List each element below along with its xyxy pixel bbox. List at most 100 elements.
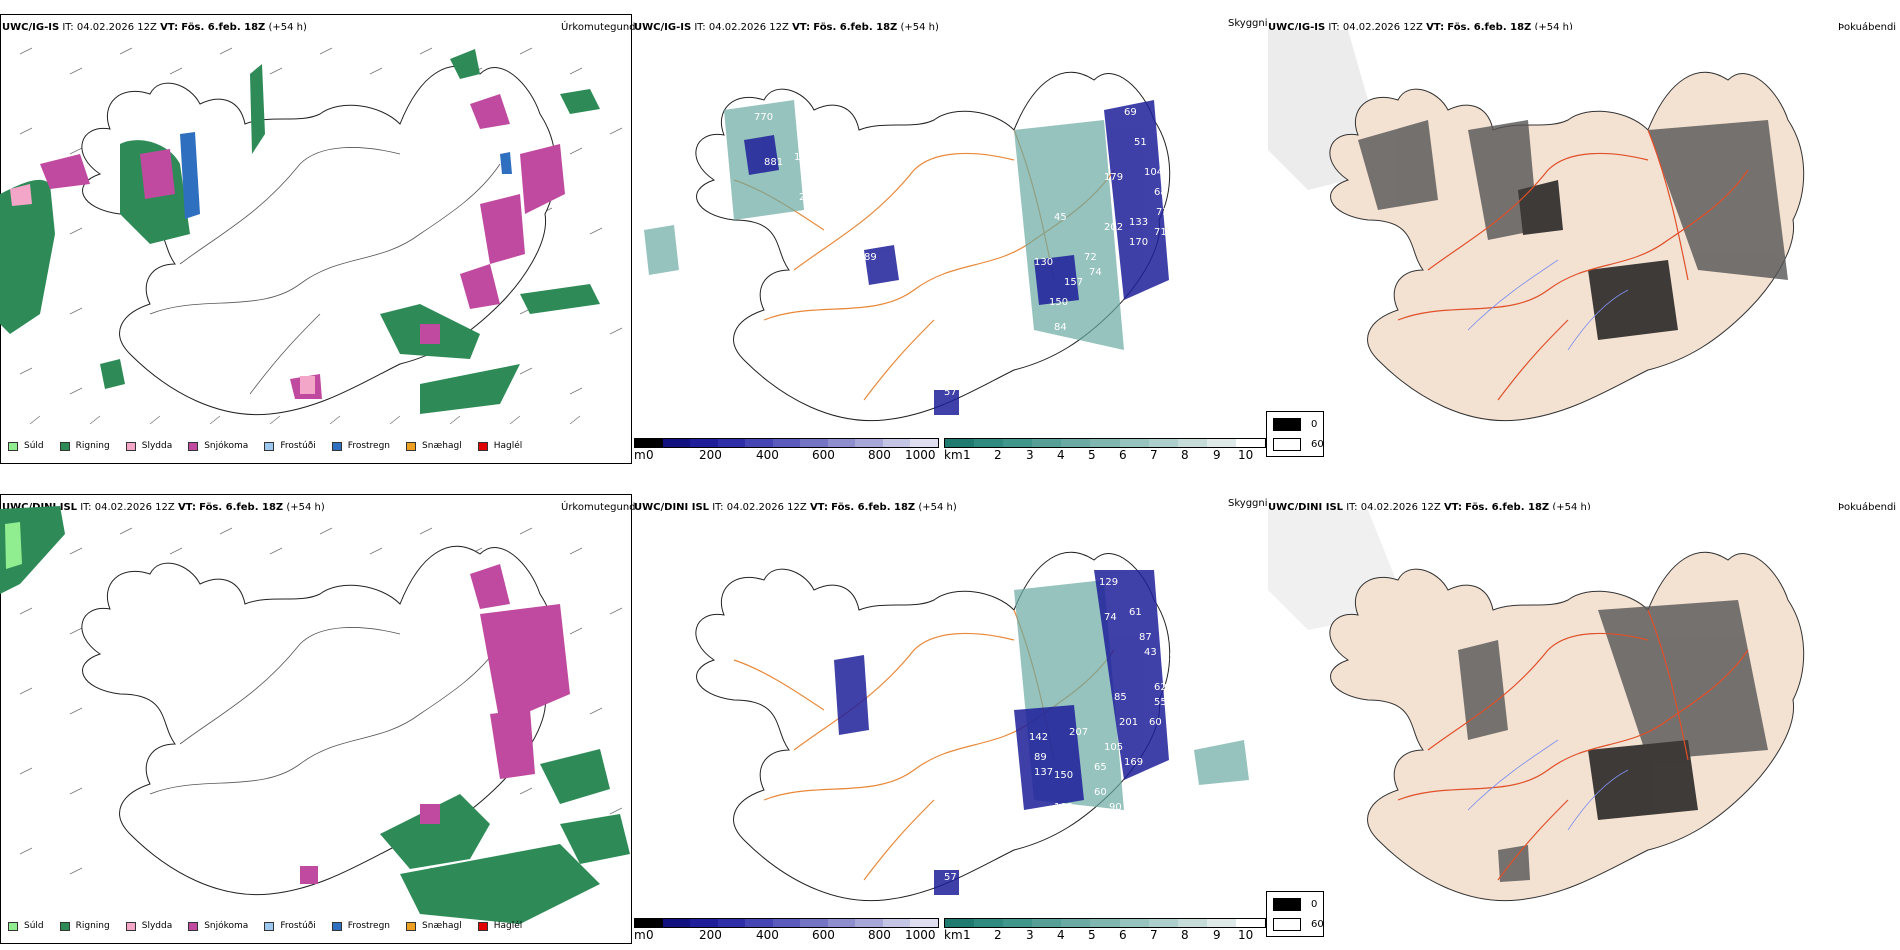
legend-item-frostudi: Frostúði <box>264 921 316 931</box>
fog-map-type-label: Þokuábendi <box>1838 22 1897 33</box>
visibility-colorbar <box>944 438 1266 448</box>
cloud-base-value: 87 <box>1139 632 1152 643</box>
fog-legend: 0 60 <box>1266 411 1324 457</box>
cloud-base-value: 84 <box>1054 322 1067 333</box>
cloud-base-value: 105 <box>1104 742 1123 753</box>
cloud-map-type-label: Skyggni <box>1228 18 1268 29</box>
fog-legend: 0 60 <box>1266 891 1324 937</box>
legend-swatch <box>188 921 199 931</box>
legend-swatch <box>477 921 488 931</box>
legend-swatch <box>188 441 199 451</box>
cloud-base-value: 57 <box>944 387 957 398</box>
snow-areas <box>40 94 565 399</box>
cloud-base-value: 150 <box>1049 297 1068 308</box>
legend-item-frostregn: Frostregn <box>331 441 390 451</box>
legend-swatch <box>8 441 18 451</box>
cloud-base-value: 881 <box>764 157 783 168</box>
cloud-map-type-label: Skyggni <box>1228 498 1268 509</box>
visibility-tick: 2 <box>994 448 1002 462</box>
cloud-base-value: 60 <box>1149 717 1162 728</box>
legend-swatch <box>125 441 136 451</box>
cloud-base-unit: m <box>634 448 646 462</box>
legend-swatch <box>264 921 275 931</box>
visibility-tick: 10 <box>1238 448 1254 462</box>
freezing-rain-areas <box>180 132 512 219</box>
cloud-base-value: 100 <box>844 267 863 278</box>
precip-map-type-label: Úrkomutegund <box>561 22 636 33</box>
cloud-base-value: 150 <box>1054 770 1073 781</box>
visibility-tick: 3 <box>1026 928 1034 942</box>
legend-swatch <box>331 921 342 931</box>
cloud-base-value: 23 <box>974 322 987 333</box>
visibility-tick: 3 <box>1026 448 1034 462</box>
cloud-base-value: 43 <box>1144 647 1157 658</box>
cloud-base-value: 57 <box>944 872 957 883</box>
drizzle-areas <box>5 522 22 569</box>
cloud-base-value: 72 <box>1084 252 1097 263</box>
cloud-base-value: 104 <box>1144 167 1163 178</box>
precip-legend: Súld Rigning Slydda Snjókoma Frostúði Fr… <box>8 441 538 451</box>
rivers <box>1467 259 1629 351</box>
cloud-base-value: 89 <box>864 252 877 263</box>
cloud-base-colorbar <box>634 438 939 448</box>
fog-dark-areas <box>1458 600 1768 882</box>
fog-map-title: UWC/DINI ISL IT: 04.02.2026 12Z VT: Fös.… <box>1268 502 1591 513</box>
cloud-base-tick: 0 <box>646 928 654 942</box>
cloud-base-value: 205 <box>804 172 823 183</box>
cloud-base-value: 202 <box>1104 222 1123 233</box>
fog-legend-label: 0 <box>1311 899 1318 910</box>
legend-item-rigning: Rigning <box>59 921 110 931</box>
cloud-base-value: 62 <box>1154 682 1167 693</box>
cloud-base-value: 71 <box>1154 227 1167 238</box>
cloud-base-value: 61 <box>1129 607 1142 618</box>
row-2: UWC/DINI ISL IT: 04.02.2026 12Z VT: Fös.… <box>0 480 1900 950</box>
legend-swatch <box>59 441 70 451</box>
cloud-base-tick: 1000 <box>905 928 936 942</box>
roads <box>1397 129 1749 401</box>
visibility-colorbar <box>944 918 1266 928</box>
legend-swatch <box>477 441 488 451</box>
fog-index-map <box>1268 510 1900 910</box>
precip-legend: Súld Rigning Slydda Snjókoma Frostúði Fr… <box>8 921 538 931</box>
precip-type-map <box>0 506 630 924</box>
legend-item-haglel: Haglél <box>477 921 522 931</box>
cloud-base-value: 74 <box>1104 612 1117 623</box>
legend-item-snjokoma: Snjókoma <box>188 441 248 451</box>
visibility-tick: 4 <box>1057 928 1065 942</box>
cloud-base-value: 126 <box>794 152 813 163</box>
legend-swatch <box>406 441 417 451</box>
cloud-base-tick: 400 <box>756 448 779 462</box>
legend-item-frostudi: Frostúði <box>264 441 316 451</box>
cloud-base-value: 201 <box>1119 717 1138 728</box>
cloud-base-tick: 200 <box>699 448 722 462</box>
legend-swatch <box>59 921 70 931</box>
visibility-tick: 8 <box>1181 448 1189 462</box>
cloud-base-value: 68 <box>1154 187 1167 198</box>
cloud-base-tick: 800 <box>868 928 891 942</box>
visibility-tick: 1 <box>963 928 971 942</box>
legend-item-frostregn: Frostregn <box>331 921 390 931</box>
legend-swatch <box>125 921 136 931</box>
visibility-unit: km <box>944 448 963 462</box>
cloud-base-value: 54 <box>1169 652 1182 663</box>
precip-map-title: UWC/IG-IS IT: 04.02.2026 12Z VT: Fös. 6.… <box>2 22 307 33</box>
cloud-base-tick: 0 <box>646 448 654 462</box>
cloud-base-shading <box>744 100 1169 415</box>
cloud-base-value: 55 <box>1154 697 1167 708</box>
cloud-base-unit: m <box>634 928 646 942</box>
cloud-base-value: 85 <box>1124 812 1137 823</box>
cloud-base-value: 51 <box>1134 137 1147 148</box>
fog-dark-areas <box>1358 120 1788 340</box>
cloud-base-tick: 400 <box>756 928 779 942</box>
cloud-base-value: 45 <box>1054 212 1067 223</box>
cloud-base-value: 89 <box>1034 752 1047 763</box>
cloud-base-value: 135 <box>879 282 898 293</box>
cloud-base-value: 133 <box>1009 812 1028 823</box>
visibility-tick: 9 <box>1213 448 1221 462</box>
visibility-tick: 4 <box>1057 448 1065 462</box>
precip-map-type-label: Úrkomutegund <box>561 502 636 513</box>
cloud-base-tick: 800 <box>868 448 891 462</box>
